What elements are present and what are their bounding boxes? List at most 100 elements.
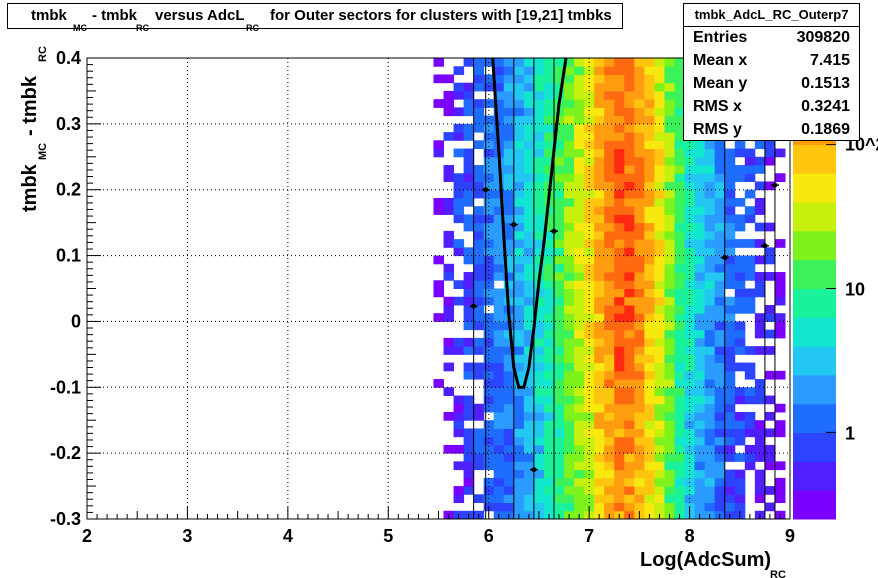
title-part-4: for Outer sectors for clusters with [19,… [270, 7, 612, 24]
heatmap-cell [574, 165, 585, 174]
heatmap-cell [654, 469, 665, 479]
heatmap-cell [674, 362, 686, 372]
heatmap-cell [503, 403, 515, 413]
heatmap-cell [674, 502, 686, 512]
heatmap-cell [523, 189, 535, 199]
heatmap-cell [684, 148, 696, 158]
heatmap-cell [604, 66, 615, 75]
heatmap-cell [614, 206, 625, 215]
color-scale-cell [793, 490, 836, 520]
heatmap-cell [604, 99, 615, 108]
heatmap-cell [564, 197, 575, 207]
heatmap-cell [654, 477, 665, 487]
heatmap-cell [483, 140, 495, 150]
heatmap-cell [614, 214, 625, 224]
heatmap-cell [684, 247, 696, 257]
heatmap-cell [604, 156, 615, 166]
heatmap-cell [714, 280, 726, 289]
heatmap-cell [513, 494, 525, 504]
heatmap-cell [433, 280, 445, 289]
heatmap-cell [483, 444, 495, 454]
heatmap-cell [493, 346, 505, 355]
heatmap-cell [644, 140, 655, 150]
heatmap-cell [664, 148, 676, 158]
heatmap-cell [604, 304, 615, 314]
profile-point [483, 187, 489, 193]
heatmap-cell [553, 165, 565, 174]
heatmap-cell [493, 486, 505, 495]
heatmap-cell [574, 189, 585, 199]
heatmap-cell [704, 321, 716, 331]
heatmap-cell [634, 230, 645, 240]
heatmap-cell [574, 329, 585, 339]
heatmap-cell [614, 329, 625, 339]
heatmap-cell [594, 230, 605, 240]
heatmap-cell [654, 313, 665, 322]
heatmap-cell [523, 296, 535, 306]
heatmap-cell [503, 370, 515, 380]
heatmap-cell [564, 66, 575, 75]
heatmap-cell [553, 247, 565, 257]
heatmap-cell [664, 230, 676, 240]
heatmap-cell [664, 58, 676, 67]
heatmap-cell [553, 206, 565, 215]
heatmap-cell [614, 370, 625, 380]
heatmap-cell [644, 502, 655, 512]
heatmap-cell [694, 197, 706, 207]
heatmap-cell [533, 82, 545, 92]
heatmap-cell [604, 453, 615, 462]
heatmap-cell [443, 313, 455, 322]
heatmap-cell [724, 280, 736, 289]
heatmap-cell [433, 313, 445, 322]
heatmap-cell [513, 181, 525, 191]
heatmap-cell [483, 370, 495, 380]
heatmap-cell [634, 222, 645, 232]
heatmap-cell [674, 247, 686, 257]
heatmap-cell [463, 165, 475, 174]
heatmap-cell [543, 74, 555, 84]
heatmap-cell [604, 288, 615, 298]
heatmap-cell [503, 428, 515, 438]
heatmap-cell [584, 395, 595, 405]
heatmap-cell [443, 197, 455, 207]
heatmap-cell [584, 403, 595, 413]
heatmap-cell [553, 494, 565, 504]
heatmap-cell [453, 403, 465, 413]
heatmap-cell [684, 379, 696, 388]
color-scale-cell [793, 259, 836, 289]
heatmap-cell [704, 296, 716, 306]
heatmap-cell [694, 239, 706, 248]
heatmap-cell [503, 90, 515, 100]
heatmap-cell [584, 90, 595, 100]
heatmap-cell [694, 411, 706, 421]
heatmap-cell [634, 165, 645, 174]
heatmap-cell [754, 313, 766, 322]
heatmap-cell [604, 329, 615, 339]
heatmap-cell [584, 140, 595, 150]
heatmap-cell [443, 90, 455, 100]
heatmap-cell [694, 288, 706, 298]
heatmap-cell [724, 247, 736, 257]
heatmap-cell [664, 189, 676, 199]
heatmap-cell [553, 436, 565, 446]
heatmap-cell [604, 189, 615, 199]
heatmap-cell [513, 90, 525, 100]
heatmap-cell [644, 272, 655, 281]
heatmap-cell [744, 346, 756, 355]
x-tick-label: 3 [182, 526, 192, 546]
heatmap-cell [523, 272, 535, 281]
heatmap-cell [734, 288, 746, 298]
heatmap-cell [714, 272, 726, 281]
heatmap-cell [574, 428, 585, 438]
heatmap-cell [604, 477, 615, 487]
heatmap-cell [664, 272, 676, 281]
heatmap-cell [503, 189, 515, 199]
heatmap-cell [754, 346, 766, 355]
heatmap-cell [734, 255, 746, 265]
heatmap-cell [523, 453, 535, 462]
heatmap-cell [574, 140, 585, 150]
heatmap-cell [694, 346, 706, 355]
heatmap-cell [503, 502, 515, 512]
heatmap-cell [624, 395, 635, 405]
heatmap-cell [594, 189, 605, 199]
